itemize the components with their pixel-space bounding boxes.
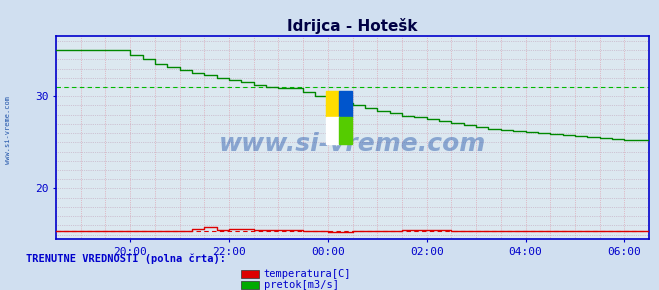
Text: pretok[m3/s]: pretok[m3/s] — [264, 280, 339, 290]
Text: temperatura[C]: temperatura[C] — [264, 269, 351, 279]
Title: Idrijca - Hotešk: Idrijca - Hotešk — [287, 18, 418, 34]
Text: www.si-vreme.com: www.si-vreme.com — [219, 132, 486, 156]
Bar — [326, 91, 339, 117]
Bar — [326, 117, 339, 144]
Bar — [339, 117, 352, 144]
Bar — [339, 91, 352, 117]
Text: TRENUTNE VREDNOSTI (polna črta):: TRENUTNE VREDNOSTI (polna črta): — [26, 254, 226, 264]
Text: www.si-vreme.com: www.si-vreme.com — [5, 97, 11, 164]
